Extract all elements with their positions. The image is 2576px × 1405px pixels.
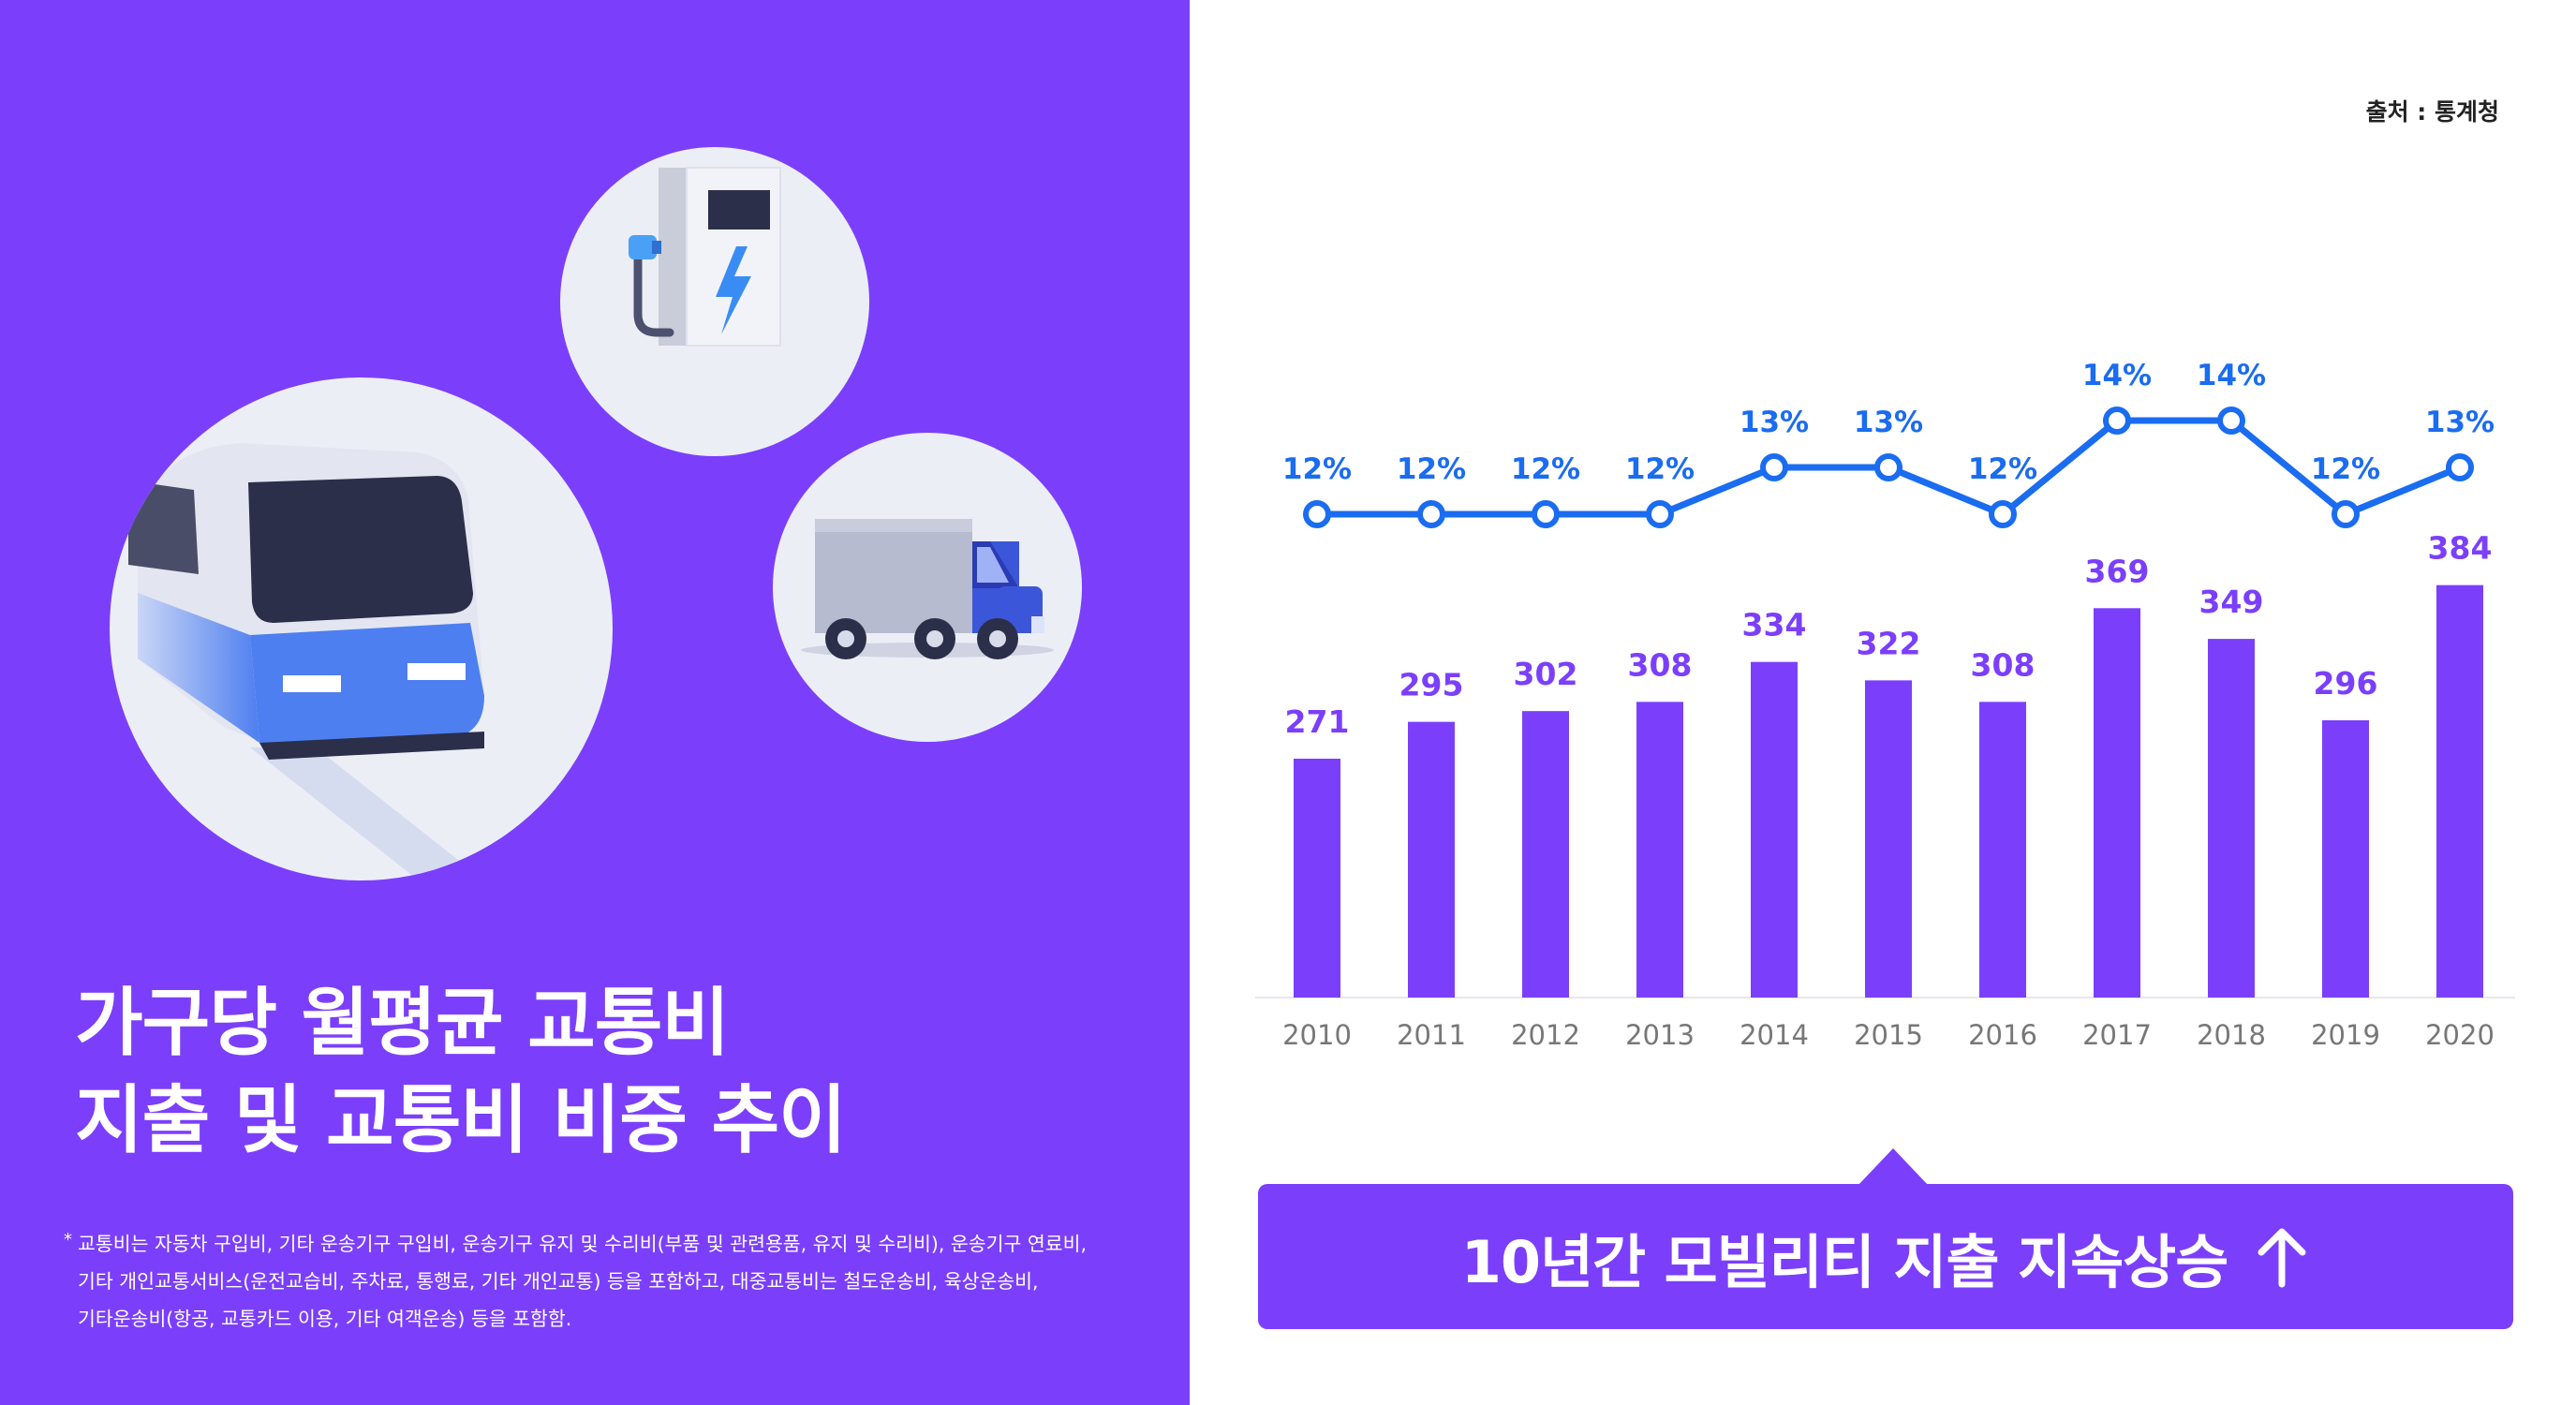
line-point: [1303, 500, 1331, 528]
x-tick-label: 2013: [1625, 1019, 1695, 1051]
line-value-label: 12%: [2311, 452, 2380, 486]
line-point: [1417, 500, 1445, 528]
bar-value-label: 334: [1742, 607, 1807, 643]
x-tick-label: 2010: [1282, 1019, 1352, 1051]
x-tick-label: 2018: [2197, 1019, 2266, 1051]
x-tick-label: 2011: [1397, 1019, 1466, 1051]
bar: [1522, 711, 1569, 998]
line-value-label: 12%: [1282, 452, 1352, 486]
chart: 271 2010 295 2011 302 2012 308 2013 334 2014 322 20…: [1255, 359, 2515, 1051]
x-tick-label: 2017: [2082, 1019, 2152, 1051]
bar: [2436, 584, 2483, 998]
bar-value-label: 308: [1628, 646, 1693, 683]
train-icon: [110, 377, 613, 880]
bar-value-label: 369: [2085, 553, 2150, 589]
left-panel: 가구당 월평균 교통비 지출 및 교통비 비중 추이 * 교통비는 자동차 구입…: [0, 0, 1190, 1405]
bar-value-label: 308: [1971, 646, 2036, 683]
footnote-line: 교통비는 자동차 구입비, 기타 운송기구 구입비, 운송기구 유지 및 수리비…: [78, 1233, 1087, 1255]
line-point: [1989, 500, 2017, 528]
bar: [1294, 759, 1340, 998]
bar: [2094, 608, 2140, 998]
line-point: [2332, 500, 2360, 528]
line-value-label: 12%: [1625, 452, 1695, 486]
line-value-label: 12%: [1397, 452, 1466, 486]
x-tick-label: 2015: [1854, 1019, 1923, 1051]
line-point: [2217, 407, 2245, 435]
line-point: [1532, 500, 1560, 528]
x-tick-label: 2012: [1511, 1019, 1580, 1051]
x-tick-label: 2019: [2311, 1019, 2380, 1051]
line-point: [2103, 407, 2131, 435]
banner-notch: [1858, 1148, 1929, 1186]
summary-banner: 10년간 모빌리티 지출 지속상승: [1258, 1184, 2513, 1329]
line-point: [2446, 453, 2474, 481]
banner-content: 10년간 모빌리티 지출 지속상승: [1258, 1184, 2513, 1329]
line-value-label: 14%: [2197, 359, 2266, 392]
bar-value-label: 322: [1857, 625, 1921, 661]
x-tick-label: 2016: [1968, 1019, 2037, 1051]
truck-icon: [773, 433, 1082, 742]
bar: [2208, 639, 2255, 998]
title-line-1: 가구당 월평균 교통비: [75, 980, 730, 1066]
bar-value-label: 349: [2199, 584, 2264, 620]
bar: [1865, 680, 1912, 998]
title-line-2: 지출 및 교통비 비중 추이: [75, 1077, 847, 1163]
x-tick-label: 2014: [1740, 1019, 1809, 1051]
bar: [1408, 721, 1455, 998]
bar: [2322, 720, 2369, 998]
bar-value-label: 271: [1285, 703, 1350, 740]
footnote: * 교통비는 자동차 구입비, 기타 운송기구 구입비, 운송기구 유지 및 수…: [64, 1225, 1169, 1338]
line-point: [1646, 500, 1674, 528]
footnote-mark: *: [64, 1230, 72, 1250]
footnote-line: 기타운송비(항공, 교통카드 이용, 기타 여객운송) 등을 포함함.: [78, 1308, 572, 1330]
line-point: [1760, 453, 1788, 481]
ev-charger-icon: [560, 147, 869, 456]
bar-value-label: 302: [1514, 656, 1578, 692]
x-tick-label: 2020: [2425, 1019, 2495, 1051]
bar-value-label: 384: [2428, 530, 2493, 567]
line-point: [1874, 453, 1902, 481]
bar: [1751, 661, 1798, 998]
source-label: 출처 : 통계청: [2365, 98, 2499, 126]
bar: [1636, 702, 1683, 998]
line-value-label: 13%: [1740, 406, 1809, 439]
bar: [1979, 702, 2026, 998]
arrow-up-icon: [2258, 1228, 2306, 1287]
line-value-label: 13%: [2425, 406, 2495, 439]
line-value-label: 12%: [1511, 452, 1580, 486]
line-value-label: 12%: [1968, 452, 2037, 486]
footnote-line: 기타 개인교통서비스(운전교습비, 주차료, 통행료, 기타 개인교통) 등을 …: [78, 1270, 1039, 1293]
page-title: 가구당 월평균 교통비 지출 및 교통비 비중 추이: [75, 974, 847, 1169]
banner-text: 10년간 모빌리티 지출 지속상승: [1460, 1227, 2229, 1296]
bar-value-label: 296: [2314, 665, 2378, 702]
bar-value-label: 295: [1399, 667, 1464, 703]
line-value-label: 14%: [2082, 359, 2152, 392]
line-value-label: 13%: [1854, 406, 1923, 439]
